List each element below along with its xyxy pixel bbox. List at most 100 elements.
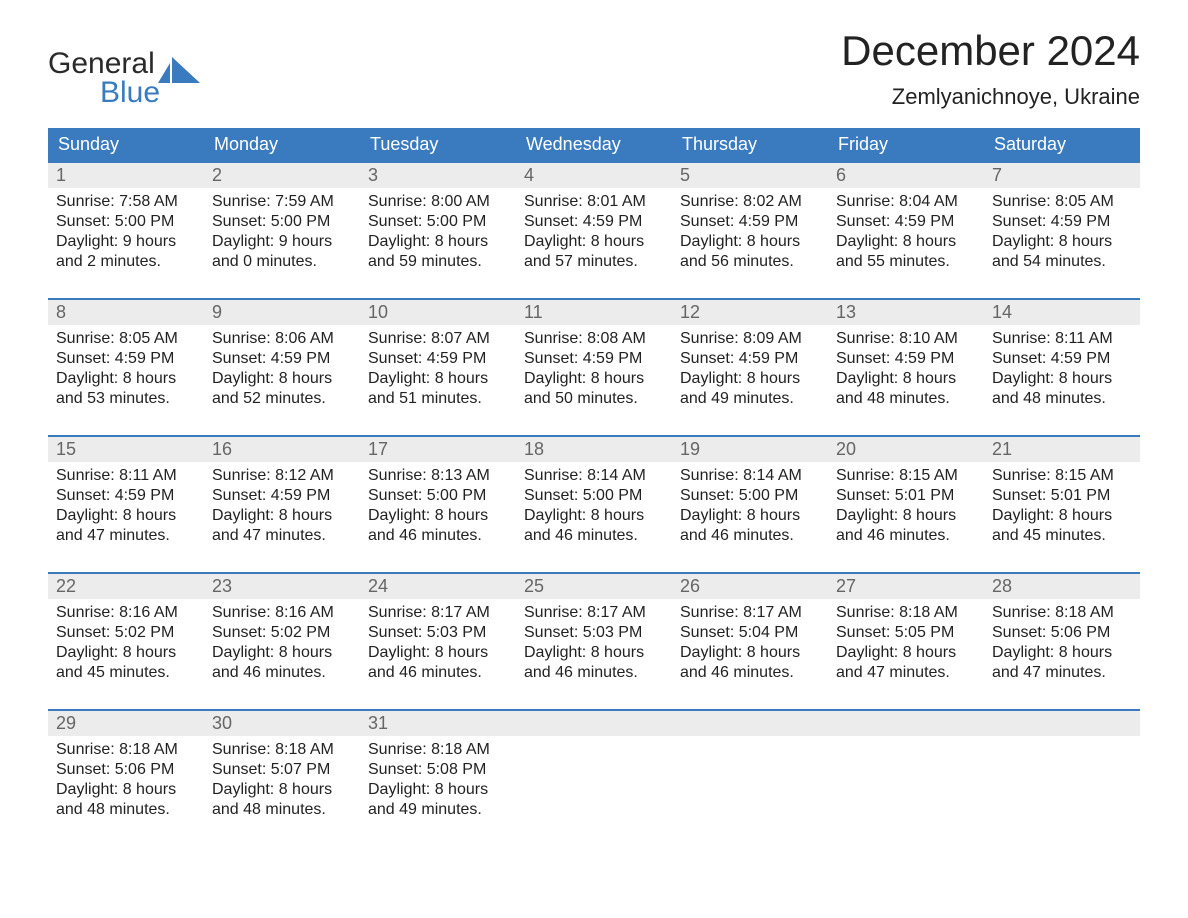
week-block: 891011121314Sunrise: 8:05 AMSunset: 4:59… [48, 298, 1140, 413]
day-number: 26 [672, 574, 828, 599]
weekday-header: Wednesday [516, 128, 672, 163]
sunrise-line: Sunrise: 8:18 AM [56, 740, 196, 760]
day-number-row: 1234567 [48, 163, 1140, 188]
logo-word-general: General [48, 50, 155, 79]
weekday-header: Sunday [48, 128, 204, 163]
day-number: 24 [360, 574, 516, 599]
sunrise-line: Sunrise: 8:12 AM [212, 466, 352, 486]
sunrise-line: Sunrise: 8:00 AM [368, 192, 508, 212]
sunrise-line: Sunrise: 8:11 AM [992, 329, 1132, 349]
day-cell: Sunrise: 8:16 AMSunset: 5:02 PMDaylight:… [204, 599, 360, 687]
day-number: 14 [984, 300, 1140, 325]
day-cell: Sunrise: 8:18 AMSunset: 5:07 PMDaylight:… [204, 736, 360, 824]
day-number: 27 [828, 574, 984, 599]
daylight-line-2: and 47 minutes. [992, 663, 1132, 683]
header-bar: General Blue December 2024 Zemlyanichnoy… [48, 28, 1140, 114]
day-cell: Sunrise: 8:17 AMSunset: 5:03 PMDaylight:… [360, 599, 516, 687]
sunset-line: Sunset: 4:59 PM [368, 349, 508, 369]
weekday-header: Monday [204, 128, 360, 163]
week-block: 293031Sunrise: 8:18 AMSunset: 5:06 PMDay… [48, 709, 1140, 824]
page-title: December 2024 [841, 28, 1140, 74]
sunrise-line: Sunrise: 8:07 AM [368, 329, 508, 349]
daylight-line-2: and 56 minutes. [680, 252, 820, 272]
sunrise-line: Sunrise: 8:16 AM [212, 603, 352, 623]
sunset-line: Sunset: 4:59 PM [212, 349, 352, 369]
day-number [828, 711, 984, 736]
sunset-line: Sunset: 4:59 PM [56, 349, 196, 369]
day-cell: Sunrise: 8:14 AMSunset: 5:00 PMDaylight:… [516, 462, 672, 550]
daylight-line-1: Daylight: 8 hours [680, 643, 820, 663]
daylight-line-1: Daylight: 8 hours [212, 369, 352, 389]
week-block: 1234567Sunrise: 7:58 AMSunset: 5:00 PMDa… [48, 163, 1140, 276]
sunset-line: Sunset: 5:00 PM [368, 486, 508, 506]
sunrise-line: Sunrise: 8:01 AM [524, 192, 664, 212]
sunrise-line: Sunrise: 8:04 AM [836, 192, 976, 212]
sunset-line: Sunset: 4:59 PM [212, 486, 352, 506]
daylight-line-1: Daylight: 8 hours [524, 232, 664, 252]
daylight-line-2: and 47 minutes. [56, 526, 196, 546]
daylight-line-1: Daylight: 8 hours [524, 643, 664, 663]
day-cell: Sunrise: 8:15 AMSunset: 5:01 PMDaylight:… [984, 462, 1140, 550]
daylight-line-2: and 48 minutes. [836, 389, 976, 409]
sunset-line: Sunset: 4:59 PM [836, 349, 976, 369]
daylight-line-2: and 59 minutes. [368, 252, 508, 272]
daylight-line-2: and 48 minutes. [56, 800, 196, 820]
sunrise-line: Sunrise: 8:15 AM [992, 466, 1132, 486]
day-number: 18 [516, 437, 672, 462]
daylight-line-2: and 49 minutes. [368, 800, 508, 820]
day-cell: Sunrise: 8:13 AMSunset: 5:00 PMDaylight:… [360, 462, 516, 550]
sunset-line: Sunset: 5:01 PM [992, 486, 1132, 506]
daylight-line-2: and 47 minutes. [836, 663, 976, 683]
day-cell: Sunrise: 8:15 AMSunset: 5:01 PMDaylight:… [828, 462, 984, 550]
daylight-line-2: and 46 minutes. [680, 663, 820, 683]
day-number: 7 [984, 163, 1140, 188]
sunrise-line: Sunrise: 8:05 AM [56, 329, 196, 349]
daylight-line-1: Daylight: 9 hours [212, 232, 352, 252]
day-cell: Sunrise: 8:11 AMSunset: 4:59 PMDaylight:… [48, 462, 204, 550]
day-number: 8 [48, 300, 204, 325]
daylight-line-1: Daylight: 8 hours [212, 780, 352, 800]
day-number: 29 [48, 711, 204, 736]
logo-text: General Blue [48, 50, 200, 107]
day-number [984, 711, 1140, 736]
daylight-line-2: and 46 minutes. [368, 526, 508, 546]
day-number: 6 [828, 163, 984, 188]
sunset-line: Sunset: 4:59 PM [836, 212, 976, 232]
day-cell: Sunrise: 8:01 AMSunset: 4:59 PMDaylight:… [516, 188, 672, 276]
sunrise-line: Sunrise: 8:14 AM [524, 466, 664, 486]
daylight-line-2: and 46 minutes. [524, 663, 664, 683]
day-cell: Sunrise: 8:18 AMSunset: 5:08 PMDaylight:… [360, 736, 516, 824]
sunrise-line: Sunrise: 8:18 AM [992, 603, 1132, 623]
daylight-line-2: and 51 minutes. [368, 389, 508, 409]
day-number: 22 [48, 574, 204, 599]
sunrise-line: Sunrise: 8:16 AM [56, 603, 196, 623]
daylight-line-2: and 55 minutes. [836, 252, 976, 272]
day-cell: Sunrise: 8:06 AMSunset: 4:59 PMDaylight:… [204, 325, 360, 413]
sunset-line: Sunset: 5:02 PM [56, 623, 196, 643]
day-number-row: 891011121314 [48, 300, 1140, 325]
daylight-line-1: Daylight: 8 hours [368, 643, 508, 663]
day-cells-row: Sunrise: 8:05 AMSunset: 4:59 PMDaylight:… [48, 325, 1140, 413]
sunset-line: Sunset: 5:00 PM [680, 486, 820, 506]
sunset-line: Sunset: 5:02 PM [212, 623, 352, 643]
title-block: December 2024 Zemlyanichnoye, Ukraine [841, 28, 1140, 114]
sunset-line: Sunset: 5:00 PM [368, 212, 508, 232]
day-cells-row: Sunrise: 7:58 AMSunset: 5:00 PMDaylight:… [48, 188, 1140, 276]
day-number: 16 [204, 437, 360, 462]
sunrise-line: Sunrise: 8:17 AM [368, 603, 508, 623]
day-cell: Sunrise: 8:18 AMSunset: 5:05 PMDaylight:… [828, 599, 984, 687]
day-cell: Sunrise: 8:08 AMSunset: 4:59 PMDaylight:… [516, 325, 672, 413]
sunset-line: Sunset: 5:06 PM [992, 623, 1132, 643]
sunrise-line: Sunrise: 8:02 AM [680, 192, 820, 212]
sunset-line: Sunset: 4:59 PM [524, 212, 664, 232]
sunset-line: Sunset: 5:03 PM [368, 623, 508, 643]
sunset-line: Sunset: 4:59 PM [680, 349, 820, 369]
daylight-line-1: Daylight: 8 hours [836, 232, 976, 252]
sunrise-line: Sunrise: 8:14 AM [680, 466, 820, 486]
week-block: 15161718192021Sunrise: 8:11 AMSunset: 4:… [48, 435, 1140, 550]
daylight-line-2: and 2 minutes. [56, 252, 196, 272]
daylight-line-2: and 48 minutes. [212, 800, 352, 820]
day-cells-row: Sunrise: 8:16 AMSunset: 5:02 PMDaylight:… [48, 599, 1140, 687]
sunset-line: Sunset: 5:00 PM [56, 212, 196, 232]
sunrise-line: Sunrise: 8:05 AM [992, 192, 1132, 212]
